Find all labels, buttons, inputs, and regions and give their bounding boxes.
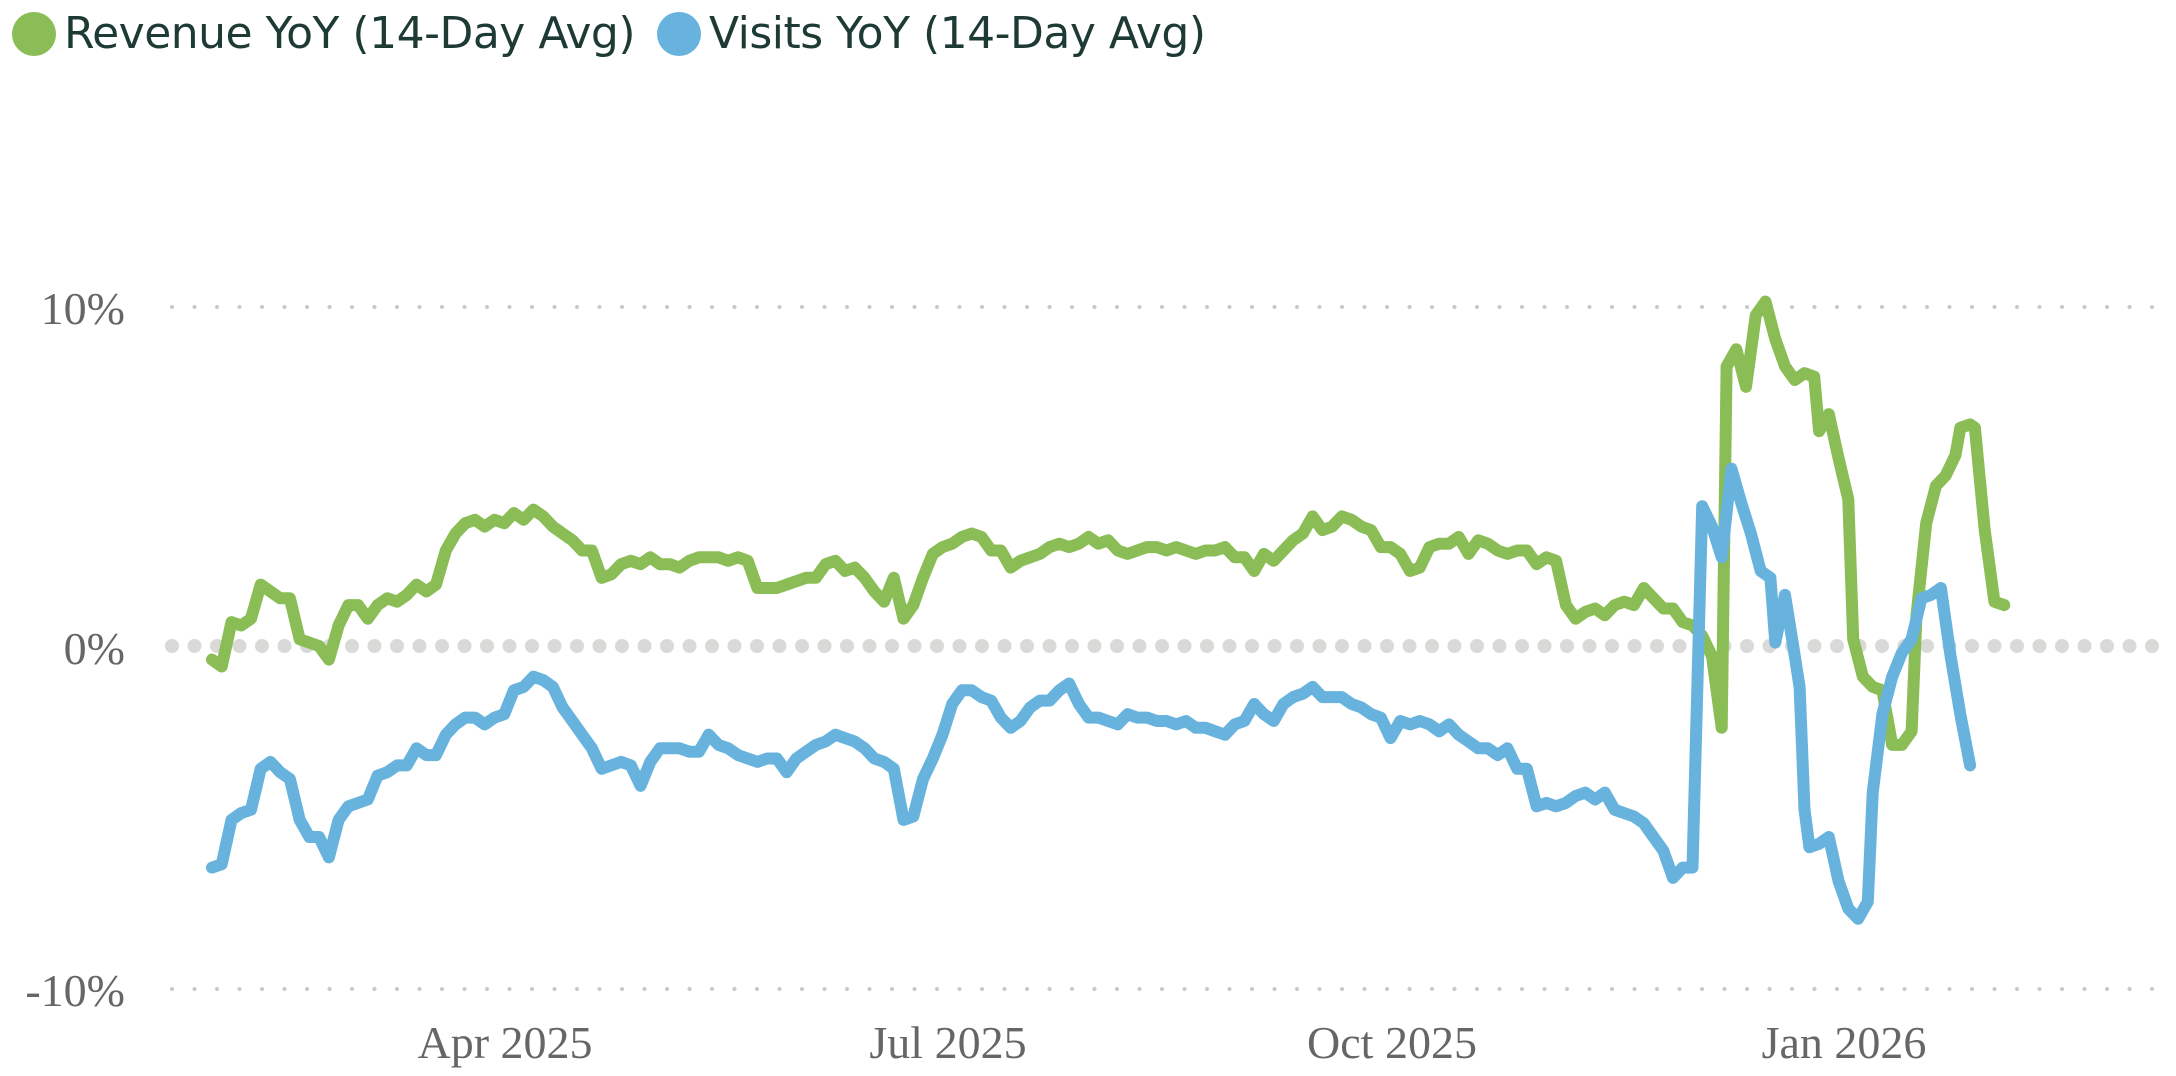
legend-label-revenue: Revenue YoY (14-Day Avg) [64, 8, 635, 59]
y-tick-label: 0% [64, 623, 125, 674]
gridlines [165, 305, 2167, 991]
x-tick-label: Jan 2026 [1762, 1017, 1927, 1068]
revenue-series-marker-icon [12, 12, 56, 56]
series-layer [206, 295, 2011, 925]
legend-label-visits: Visits YoY (14-Day Avg) [708, 8, 1206, 59]
x-tick-label: Oct 2025 [1307, 1017, 1477, 1068]
y-axis: 10% 0% -10% [25, 283, 125, 1016]
x-tick-label: Apr 2025 [417, 1017, 592, 1068]
y-tick-label: 10% [41, 283, 125, 334]
legend-item-revenue[interactable]: Revenue YoY (14-Day Avg) [12, 6, 635, 62]
legend: Revenue YoY (14-Day Avg) Visits YoY (14-… [12, 6, 1206, 62]
visits-series-marker-icon [656, 12, 701, 56]
revenue-line [206, 295, 2011, 751]
y-tick-label: -10% [25, 965, 125, 1016]
x-axis: Apr 2025 Jul 2025 Oct 2025 Jan 2026 [417, 1017, 1926, 1068]
visits-line [206, 462, 1977, 925]
x-tick-label: Jul 2025 [869, 1017, 1026, 1068]
legend-item-visits[interactable]: Visits YoY (14-Day Avg) [656, 6, 1206, 62]
